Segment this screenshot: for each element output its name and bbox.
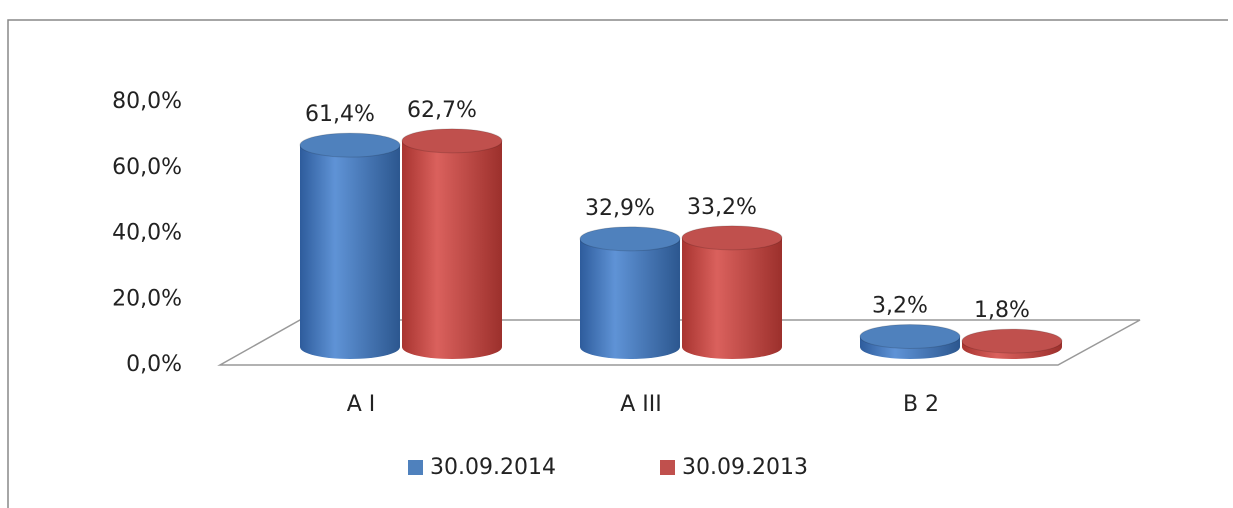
x-tick-label: B 2 bbox=[903, 392, 939, 417]
cylinder bbox=[682, 237, 782, 359]
cylinder bbox=[580, 238, 680, 359]
cylinder bbox=[402, 140, 502, 359]
y-tick-label: 60,0% bbox=[112, 155, 182, 180]
cylinder-top bbox=[681, 225, 783, 251]
legend-label: 30.09.2014 bbox=[430, 455, 556, 480]
y-tick-label: 0,0% bbox=[126, 352, 182, 377]
cylinder-top bbox=[299, 132, 401, 158]
frame bbox=[7, 19, 1228, 508]
cylinder-top bbox=[579, 226, 681, 252]
cylinder-top bbox=[961, 328, 1063, 354]
cylinder-top bbox=[859, 323, 961, 349]
cylinder bbox=[300, 145, 400, 359]
y-tick-label: 40,0% bbox=[112, 221, 182, 246]
value-label: 61,4% bbox=[305, 102, 375, 127]
value-label: 1,8% bbox=[974, 298, 1030, 323]
y-tick-label: 80,0% bbox=[112, 89, 182, 114]
legend-label: 30.09.2013 bbox=[682, 455, 808, 480]
legend-swatch bbox=[408, 460, 423, 475]
legend-swatch bbox=[660, 460, 675, 475]
x-tick-label: A I bbox=[347, 392, 376, 417]
value-label: 62,7% bbox=[407, 98, 477, 123]
value-label: 3,2% bbox=[872, 293, 928, 318]
y-tick-label: 20,0% bbox=[112, 286, 182, 311]
value-label: 33,2% bbox=[687, 195, 757, 220]
value-label: 32,9% bbox=[585, 196, 655, 221]
x-tick-label: A III bbox=[620, 392, 662, 417]
cylinder-top bbox=[401, 128, 503, 154]
